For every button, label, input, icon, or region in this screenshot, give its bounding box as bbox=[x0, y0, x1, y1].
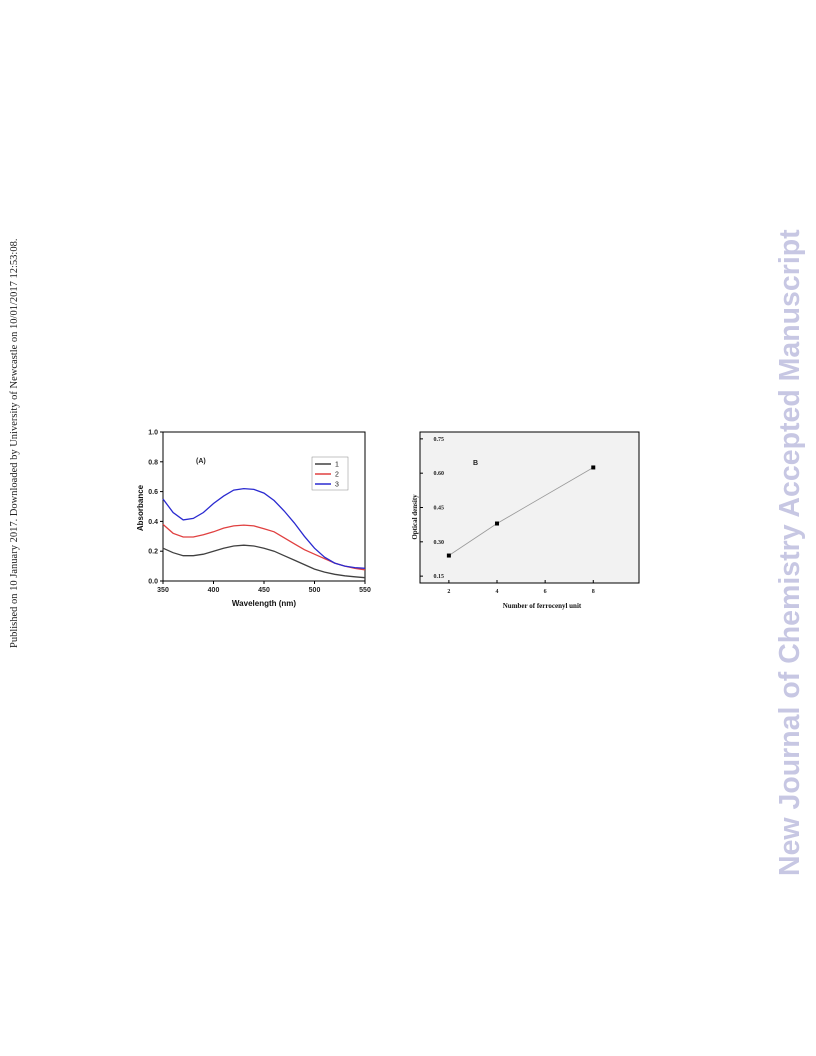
chart-b-data-point bbox=[495, 521, 500, 526]
chart-b-x-tick-label: 8 bbox=[592, 589, 595, 595]
chart-a-x-axis-label: Wavelength (nm) bbox=[232, 599, 296, 608]
chart-b-x-tick-label: 6 bbox=[544, 589, 547, 595]
chart-b-y-tick-label: 0.45 bbox=[434, 506, 445, 512]
chart-b-points bbox=[446, 465, 596, 558]
chart-a-x-tick-label: 450 bbox=[258, 587, 270, 594]
chart-b-x-tick-label: 4 bbox=[496, 589, 499, 595]
chart-b-y-tick-label: 0.15 bbox=[434, 574, 445, 580]
chart-a-lines bbox=[162, 487, 366, 579]
chart-a-legend-label-2: 2 bbox=[335, 472, 339, 479]
publication-note-text: Published on 10 January 2017. Downloaded… bbox=[9, 238, 20, 648]
publication-note: Published on 10 January 2017. Downloaded… bbox=[6, 228, 20, 648]
chart-a-series-3-line bbox=[162, 487, 366, 569]
chart-a-legend: 1 2 3 bbox=[311, 456, 349, 491]
chart-b-y-tick-label: 0.30 bbox=[434, 540, 445, 546]
chart-a-absorbance: 350 400 450 500 550 0.0 0.2 0.4 0.6 0.8 1.0 (A) 1… bbox=[136, 430, 371, 609]
chart-a-x-tick-label: 550 bbox=[359, 587, 371, 594]
chart-b-x-axis-label: Number of ferrocenyl unit bbox=[503, 602, 582, 610]
chart-a-y-tick-label: 1.0 bbox=[148, 430, 158, 437]
journal-watermark-text: New Journal of Chemistry Accepted Manusc… bbox=[774, 229, 806, 876]
chart-a-x-tick-label: 500 bbox=[309, 587, 321, 594]
chart-b-y-ticks: 0.15 0.30 0.45 0.60 0.75 bbox=[420, 437, 444, 580]
chart-a-y-tick-label: 0.2 bbox=[148, 549, 158, 556]
chart-a-panel-label: (A) bbox=[196, 458, 206, 465]
chart-b-data-point bbox=[591, 465, 596, 470]
chart-b-y-tick-label: 0.60 bbox=[434, 471, 445, 477]
chart-a-legend-label-3: 3 bbox=[335, 482, 339, 489]
chart-a-y-ticks: 0.0 0.2 0.4 0.6 0.8 1.0 bbox=[148, 430, 163, 586]
chart-b-y-tick-label: 0.75 bbox=[434, 437, 445, 443]
chart-b-x-tick-label: 2 bbox=[447, 589, 450, 595]
chart-b-data-point bbox=[446, 553, 451, 558]
chart-b-y-axis-label: Optical density bbox=[411, 494, 419, 540]
chart-a-y-tick-label: 0.4 bbox=[148, 519, 158, 526]
chart-a-y-tick-label: 0.6 bbox=[148, 489, 158, 496]
chart-b-panel-label: B bbox=[473, 460, 478, 467]
chart-a-plot-frame bbox=[162, 431, 366, 582]
chart-a-series-1-line bbox=[162, 544, 366, 579]
chart-a-y-tick-label: 0.8 bbox=[148, 459, 158, 466]
chart-a-y-axis-label: Absorbance bbox=[136, 484, 145, 531]
chart-a-x-tick-label: 350 bbox=[157, 587, 169, 594]
journal-watermark: New Journal of Chemistry Accepted Manusc… bbox=[770, 178, 810, 878]
chart-a-y-tick-label: 0.0 bbox=[148, 579, 158, 586]
chart-b-optical-density: 2 4 6 8 0.15 0.30 0.45 0.60 0.75 B Number of fe… bbox=[411, 431, 640, 610]
chart-a-x-tick-label: 400 bbox=[208, 587, 220, 594]
chart-b-x-ticks: 2 4 6 8 bbox=[447, 580, 595, 595]
chart-b-plot-frame bbox=[419, 431, 640, 584]
chart-a-legend-label-1: 1 bbox=[335, 462, 339, 469]
chart-a-x-ticks: 350 400 450 500 550 bbox=[157, 581, 371, 594]
